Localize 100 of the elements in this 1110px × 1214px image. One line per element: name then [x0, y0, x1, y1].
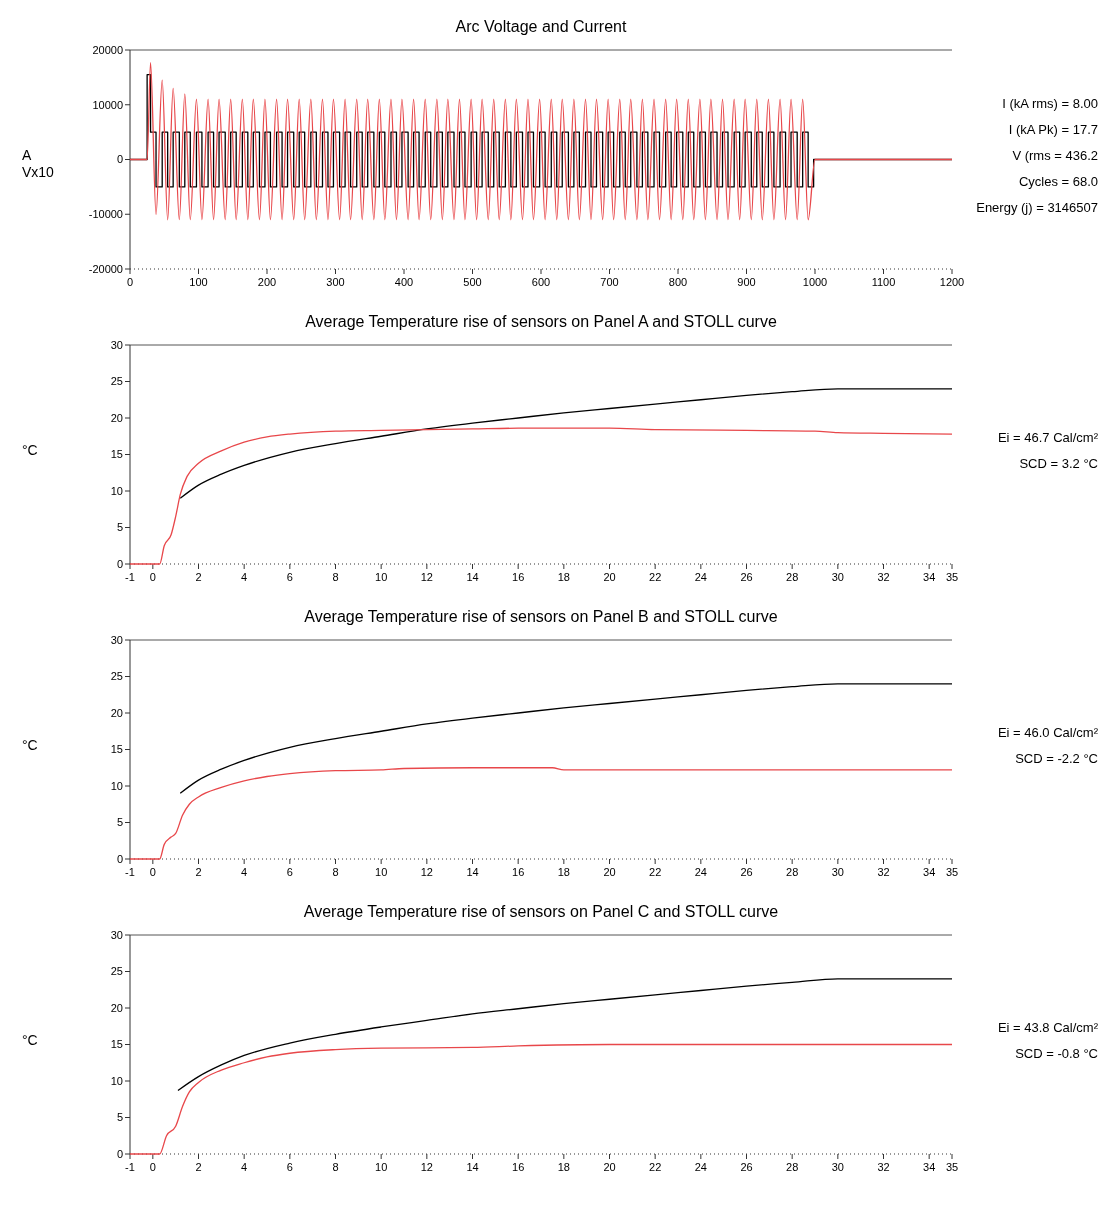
- x-tick-label: 6: [286, 866, 293, 878]
- x-tick-label: 12: [420, 1161, 433, 1173]
- x-tick-label: 100: [189, 276, 208, 288]
- x-tick-label: 4: [241, 1161, 248, 1173]
- y-axis-title: °C: [22, 736, 38, 753]
- y-axis-title: °C: [22, 441, 38, 458]
- line-series: [179, 388, 953, 499]
- x-tick-label: 32: [877, 571, 890, 583]
- x-tick-label: 0: [149, 1161, 156, 1173]
- x-tick-label: 20: [603, 866, 616, 878]
- x-tick-label: 200: [257, 276, 277, 288]
- x-tick-label: 10: [375, 866, 388, 878]
- y-axis-title: °C: [22, 1031, 38, 1048]
- y-tick-label: 30: [110, 928, 123, 941]
- x-tick-label: 0: [149, 866, 156, 878]
- y-tick-label: -10000: [88, 208, 123, 221]
- x-tick-label: 22: [649, 571, 662, 583]
- x-tick-label: 34: [923, 1161, 936, 1173]
- x-tick-label: 1000: [802, 276, 828, 288]
- x-tick-label: 300: [326, 276, 345, 288]
- y-tick-label: 25: [110, 965, 123, 978]
- chart-title: Average Temperature rise of sensors on Panel C and STOLL curve: [303, 903, 779, 920]
- x-tick-label: 8: [332, 571, 339, 583]
- x-tick-label: 12: [420, 571, 433, 583]
- x-tick-label: 22: [649, 1161, 662, 1173]
- x-tick-label: 28: [786, 571, 799, 583]
- x-tick-label: 16: [512, 866, 525, 878]
- x-tick-label: 18: [557, 571, 570, 583]
- x-tick-label: 600: [531, 276, 551, 288]
- x-tick-label: 1200: [939, 276, 965, 288]
- x-tick-label: 16: [512, 1161, 525, 1173]
- y-tick-label: 15: [110, 743, 123, 756]
- line-series: [177, 978, 953, 1092]
- y-tick-label: 20: [110, 1001, 123, 1014]
- x-tick-label: 24: [694, 866, 707, 878]
- text: Energy (j) = 3146507: [976, 199, 1098, 215]
- x-tick-label: 30: [831, 571, 844, 583]
- x-tick-label: 22: [649, 866, 662, 878]
- y-tick-label: 10: [110, 1074, 123, 1087]
- y-tick-label: 0: [116, 852, 123, 865]
- x-tick-label: 700: [600, 276, 619, 288]
- y-axis-title: A Vx10: [22, 146, 55, 180]
- x-tick-label: 24: [694, 1161, 707, 1173]
- x-tick-label: 16: [512, 571, 525, 583]
- chart-title: Average Temperature rise of sensors on Panel A and STOLL curve: [305, 313, 777, 330]
- x-tick-label: 35: [945, 866, 959, 878]
- x-tick-label: 34: [923, 866, 936, 878]
- y-tick-label: 20: [110, 706, 123, 719]
- x-tick-label: 4: [241, 866, 248, 878]
- text: I (kA rms) = 8.00: [1002, 95, 1098, 111]
- y-tick-label: 25: [110, 670, 123, 683]
- y-tick-label: 30: [110, 338, 123, 351]
- text: SCD = -0.8 °C: [1015, 1045, 1098, 1061]
- x-tick-label: -1: [125, 866, 135, 878]
- x-tick-label: 35: [945, 571, 959, 583]
- text: I (kA Pk) = 17.7: [1008, 121, 1098, 137]
- line-series: [129, 61, 953, 221]
- text: SCD = 3.2 °C: [1019, 455, 1098, 471]
- x-tick-label: 14: [466, 1161, 479, 1173]
- y-tick-label: 25: [110, 375, 123, 388]
- x-tick-label: 34: [923, 571, 936, 583]
- x-tick-label: 28: [786, 866, 799, 878]
- y-tick-label: 10000: [92, 98, 123, 111]
- x-tick-label: 32: [877, 866, 890, 878]
- y-tick-label: 15: [110, 1038, 123, 1051]
- line-series: [129, 427, 953, 565]
- x-tick-label: 800: [668, 276, 688, 288]
- line-series: [179, 683, 953, 794]
- x-tick-label: 2: [195, 1161, 202, 1173]
- y-tick-label: 0: [116, 153, 123, 166]
- x-tick-label: 18: [557, 1161, 570, 1173]
- x-tick-label: 20: [603, 1161, 616, 1173]
- x-tick-label: 12: [420, 866, 433, 878]
- x-tick-label: 6: [286, 1161, 293, 1173]
- y-tick-label: -20000: [88, 262, 123, 275]
- x-tick-label: 35: [945, 1161, 959, 1173]
- text: Ei = 46.7 Cal/cm²: [997, 429, 1099, 445]
- x-tick-label: -1: [125, 571, 135, 583]
- x-tick-label: 30: [831, 1161, 844, 1173]
- x-tick-label: 6: [286, 571, 293, 583]
- y-tick-label: 5: [116, 816, 123, 829]
- y-tick-label: 0: [116, 557, 123, 570]
- x-tick-label: 26: [740, 571, 753, 583]
- line-series: [129, 767, 953, 860]
- x-tick-label: 14: [466, 571, 479, 583]
- y-tick-label: 20: [110, 411, 123, 424]
- text: Ei = 43.8 Cal/cm²: [997, 1019, 1099, 1035]
- x-tick-label: 26: [740, 1161, 753, 1173]
- x-tick-label: -1: [125, 1161, 135, 1173]
- y-tick-label: 15: [110, 448, 123, 461]
- chart-title: Average Temperature rise of sensors on Panel B and STOLL curve: [304, 608, 778, 625]
- y-tick-label: 5: [116, 521, 123, 534]
- x-tick-label: 4: [241, 571, 248, 583]
- y-tick-label: 10: [110, 484, 123, 497]
- x-tick-label: 20: [603, 571, 616, 583]
- x-tick-label: 8: [332, 866, 339, 878]
- x-tick-label: 2: [195, 571, 202, 583]
- line-series: [129, 1043, 953, 1155]
- text: SCD = -2.2 °C: [1015, 750, 1098, 766]
- text: V (rms = 436.2: [1012, 147, 1098, 163]
